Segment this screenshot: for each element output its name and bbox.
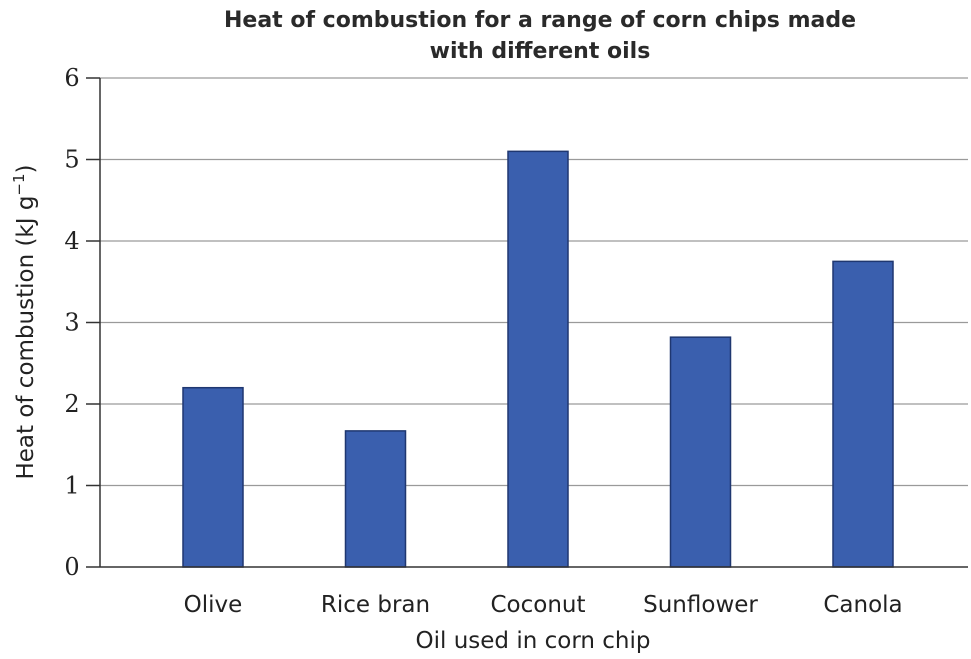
x-tick-label: Coconut	[490, 592, 585, 618]
x-tick-label: Olive	[184, 592, 243, 618]
bar-rice-bran	[344, 430, 407, 568]
bars	[182, 150, 894, 568]
y-tick-label: 4	[64, 227, 79, 255]
y-tick-label: 5	[64, 146, 79, 174]
x-axis-label: Oil used in corn chip	[416, 628, 651, 654]
x-tick-label: Rice bran	[321, 592, 430, 618]
y-tick-label: 3	[64, 309, 79, 337]
y-axis-ticks: 0 1 2 3 4 5 6	[64, 64, 100, 581]
x-tick-label: Canola	[823, 592, 902, 618]
y-tick-label: 1	[64, 472, 79, 500]
y-axis-label-main: Heat of combustion (kJ g	[13, 196, 39, 480]
chart-title: Heat of combustion for a range of corn c…	[224, 8, 856, 64]
y-tick-label: 2	[64, 390, 79, 418]
y-axis-label-close: )	[13, 164, 39, 173]
chart-title-line-1: Heat of combustion for a range of corn c…	[224, 8, 856, 33]
x-axis-ticks: Olive Rice bran Coconut Sunflower Canola	[184, 592, 903, 618]
y-tick-label: 0	[64, 553, 79, 581]
bar-coconut	[507, 150, 569, 568]
y-axis-label: Heat of combustion (kJ g−1)	[10, 164, 39, 479]
bar-olive	[182, 386, 244, 568]
y-tick-label: 6	[64, 64, 79, 92]
bar-canola	[832, 260, 894, 568]
y-axis-label-exponent: −1	[10, 173, 28, 195]
x-tick-label: Sunflower	[643, 592, 758, 618]
chart-title-line-2: with different oils	[430, 39, 651, 64]
bar-sunflower	[669, 336, 732, 568]
